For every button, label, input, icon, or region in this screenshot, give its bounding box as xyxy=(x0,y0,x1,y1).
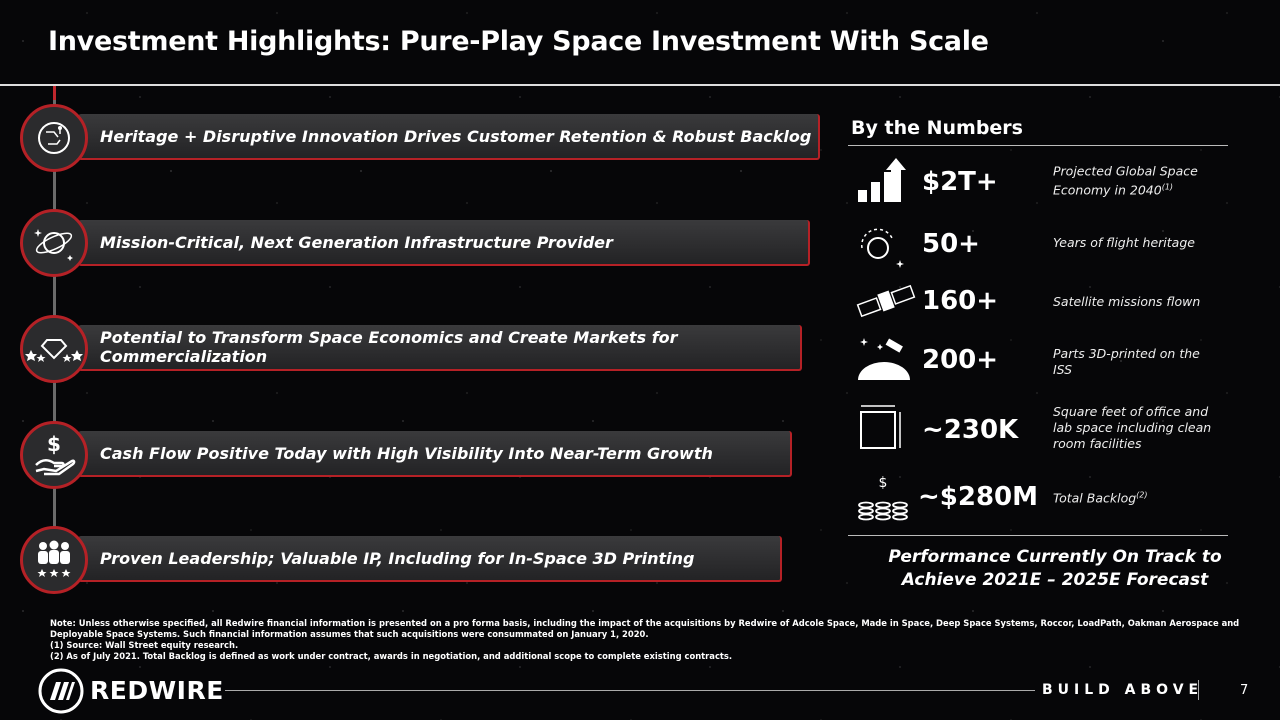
stat-value: 50+ xyxy=(922,229,980,259)
page-number: 7 xyxy=(1240,683,1249,698)
footnote-ref: (1) xyxy=(1161,182,1174,192)
timeline-accent xyxy=(53,86,56,100)
slide-title: Investment Highlights: Pure-Play Space I… xyxy=(48,26,989,57)
footnote: (2) As of July 2021. Total Backlog is de… xyxy=(50,651,733,661)
highlight-icon xyxy=(20,209,88,277)
highlight-icon xyxy=(20,315,88,383)
tagline: BUILD ABOVE xyxy=(1042,682,1204,698)
highlight-text: Potential to Transform Space Economics a… xyxy=(100,328,678,366)
footnote: Note: Unless otherwise specified, all Re… xyxy=(50,618,1240,639)
section-rule xyxy=(848,145,1228,146)
footnote-ref: (2) xyxy=(1136,490,1148,500)
globe-orbit-icon xyxy=(861,228,904,268)
brand-logo xyxy=(38,668,84,714)
highlight-text: Heritage + Disruptive Innovation Drives … xyxy=(100,126,812,146)
stat-label-text: Satellite missions flown xyxy=(1053,294,1201,309)
title-rule xyxy=(0,84,1280,86)
globe-circuit-icon xyxy=(38,122,70,154)
stat-value: 200+ xyxy=(922,345,999,375)
stat-label-text: Square feet of office and lab space incl… xyxy=(1053,404,1212,451)
coins-icon: $ xyxy=(858,475,908,521)
svg-text:$: $ xyxy=(47,433,61,456)
stat-label-text: Projected Global Space Economy in 2040 xyxy=(1053,163,1198,198)
stat-value: $2T+ xyxy=(922,167,998,197)
highlight-icon: $ xyxy=(20,421,88,489)
highlight-bar: Potential to Transform Space Economics a… xyxy=(78,325,802,371)
highlight-bar: Proven Leadership; Valuable IP, Includin… xyxy=(78,536,782,582)
planet-icon xyxy=(34,229,73,261)
diamond-stars-icon xyxy=(25,339,83,362)
satellite-icon xyxy=(856,284,916,318)
stat-label: Parts 3D-printed on the ISS xyxy=(1053,346,1213,378)
hand-dollar-icon: $ xyxy=(35,433,76,476)
stat-value: ~230K xyxy=(922,415,1019,445)
highlight-bar: Cash Flow Positive Today with High Visib… xyxy=(78,431,792,477)
stat-label-text: Total Backlog xyxy=(1053,490,1137,506)
highlight-bar: Mission-Critical, Next Generation Infras… xyxy=(78,220,810,266)
footnotes: Note: Unless otherwise specified, all Re… xyxy=(50,618,1240,662)
highlight-text: Cash Flow Positive Today with High Visib… xyxy=(100,443,713,463)
section-rule xyxy=(848,535,1228,536)
people-stars-icon xyxy=(37,540,71,577)
highlight-text: Proven Leadership; Valuable IP, Includin… xyxy=(100,548,695,568)
stat-label: Satellite missions flown xyxy=(1053,294,1213,310)
growth-icon xyxy=(858,158,906,202)
highlight-bar: Heritage + Disruptive Innovation Drives … xyxy=(78,114,820,160)
footer-divider xyxy=(1198,680,1199,700)
highlight-icon xyxy=(20,526,88,594)
stat-label: Square feet of office and lab space incl… xyxy=(1053,404,1213,452)
stat-value: ~$280M xyxy=(918,482,1039,512)
iss-icon xyxy=(858,338,910,380)
brand-name: REDWIRE xyxy=(90,676,224,705)
highlight-text: Mission-Critical, Next Generation Infras… xyxy=(100,232,613,252)
stat-label-text: Parts 3D-printed on the ISS xyxy=(1053,346,1200,377)
section-heading: By the Numbers xyxy=(851,117,1023,139)
stat-value: 160+ xyxy=(922,286,999,316)
highlight-icon xyxy=(20,104,88,172)
footnote: (1) Source: Wall Street equity research. xyxy=(50,640,239,650)
stat-label: Projected Global Space Economy in 2040(1… xyxy=(1053,163,1213,198)
svg-text:$: $ xyxy=(879,475,888,491)
area-icon xyxy=(860,405,901,449)
stat-label: Years of flight heritage xyxy=(1053,235,1213,251)
stat-label: Total Backlog(2) xyxy=(1053,487,1213,506)
stat-label-text: Years of flight heritage xyxy=(1053,235,1195,250)
conclusion: Performance Currently On Track to Achiev… xyxy=(888,547,1222,590)
footer-rule xyxy=(225,690,1035,691)
